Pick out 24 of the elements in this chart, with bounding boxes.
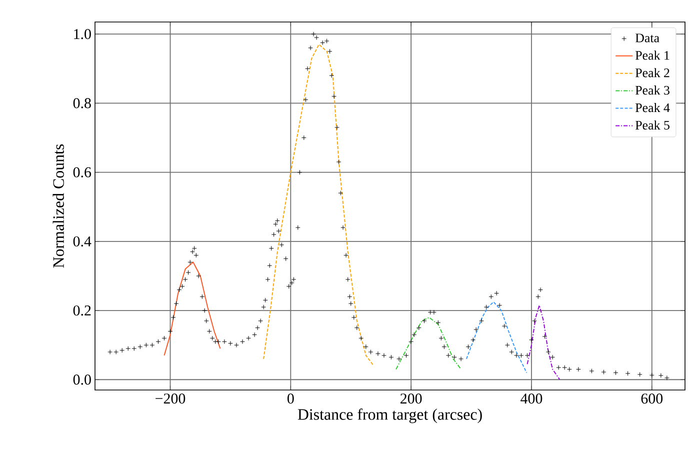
x-tick-label: 600 bbox=[641, 394, 663, 404]
x-tick-label: 200 bbox=[400, 394, 422, 404]
y-tick-label: 0.8 bbox=[73, 98, 91, 108]
legend-label: Peak 1 bbox=[635, 50, 670, 60]
y-tick-label: 0.2 bbox=[73, 305, 91, 316]
y-tick-label: 0.6 bbox=[73, 167, 92, 178]
line-series bbox=[164, 262, 221, 356]
legend-label: Peak 3 bbox=[635, 86, 670, 95]
x-axis-title: Distance from target (arcsec) bbox=[298, 408, 482, 424]
x-tick-label: 0 bbox=[287, 394, 294, 404]
y-tick-label: 1.0 bbox=[74, 29, 91, 40]
y-axis-title: Normalized Counts bbox=[52, 144, 64, 268]
line-series bbox=[263, 44, 374, 366]
x-tick-label: −200 bbox=[156, 394, 186, 404]
y-tick-label: 0.0 bbox=[73, 374, 91, 385]
legend-label: Peak 5 bbox=[635, 120, 670, 130]
legend-label: Peak 4 bbox=[635, 103, 670, 112]
legend-label: Data bbox=[635, 34, 660, 42]
legend-label: Peak 2 bbox=[635, 68, 670, 78]
line-series bbox=[466, 301, 528, 374]
line-series bbox=[396, 316, 462, 370]
line-series bbox=[526, 304, 560, 380]
y-tick-label: 0.4 bbox=[73, 236, 92, 246]
x-tick-label: 400 bbox=[520, 394, 542, 404]
